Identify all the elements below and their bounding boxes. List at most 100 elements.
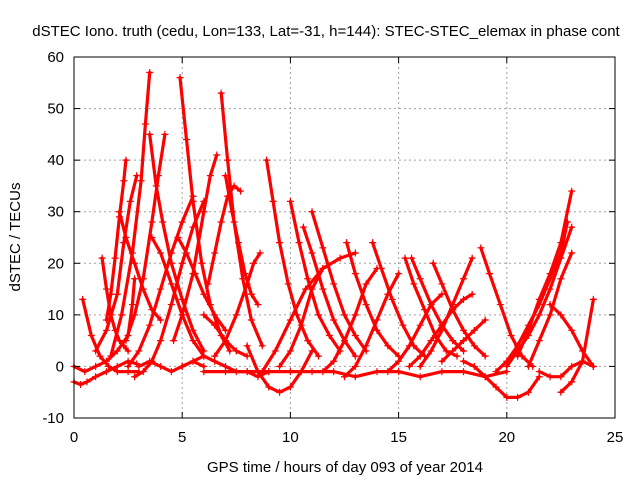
data-point: [243, 280, 251, 288]
data-point: [295, 239, 303, 247]
y-axis-label: dSTEC / TECUs: [7, 183, 24, 292]
data-point: [221, 362, 229, 370]
data-point: [126, 197, 134, 205]
data-point: [384, 342, 392, 350]
data-point: [416, 352, 424, 360]
data-point: [232, 347, 240, 355]
series-line: [265, 158, 321, 358]
y-tick-label: -10: [42, 410, 64, 427]
data-point: [102, 326, 110, 334]
data-point: [589, 295, 597, 303]
data-point: [167, 259, 175, 267]
series-line: [219, 91, 264, 348]
data-series: [308, 208, 370, 355]
series-line: [342, 272, 401, 379]
data-point: [351, 270, 359, 278]
data-point: [481, 316, 489, 324]
y-tick-label: 20: [47, 255, 64, 272]
data-series: [438, 316, 489, 365]
data-point: [460, 295, 468, 303]
data-point: [284, 280, 292, 288]
data-point: [217, 218, 225, 226]
axes: 0 5 10 15 20 25 -10 0 10 20 30 40 50 60: [42, 49, 623, 446]
data-point: [546, 373, 554, 381]
data-point: [167, 280, 175, 288]
data-point: [189, 357, 197, 365]
data-point: [224, 192, 232, 200]
data-point: [161, 130, 169, 138]
data-point: [269, 197, 277, 205]
data-point: [139, 368, 147, 376]
data-series: [107, 68, 154, 360]
data-point: [178, 259, 186, 267]
data-point: [256, 249, 264, 257]
data-point: [351, 352, 359, 360]
data-point: [524, 388, 532, 396]
data-point: [170, 337, 178, 345]
data-point: [503, 368, 511, 376]
data-point: [579, 357, 587, 365]
data-point: [315, 352, 323, 360]
data-point: [131, 275, 139, 283]
series-line: [202, 313, 249, 358]
data-point: [492, 383, 500, 391]
data-point: [302, 285, 310, 293]
data-series: [299, 223, 359, 360]
data-point: [429, 259, 437, 267]
series-line: [403, 256, 459, 358]
data-point: [524, 362, 532, 370]
data-point: [401, 254, 409, 262]
y-tick-label: 10: [47, 307, 64, 324]
data-point: [105, 362, 113, 370]
data-point: [460, 368, 468, 376]
data-series: [217, 89, 266, 350]
data-point: [395, 357, 403, 365]
data-point: [157, 249, 165, 257]
data-point: [183, 136, 191, 144]
series-line: [537, 359, 595, 379]
series-line: [310, 210, 368, 353]
data-point: [405, 362, 413, 370]
data-point: [438, 280, 446, 288]
data-point: [481, 373, 489, 381]
data-point: [416, 321, 424, 329]
data-series: [174, 234, 229, 334]
series-line: [124, 132, 167, 343]
data-point: [118, 311, 126, 319]
data-point: [308, 208, 316, 216]
data-point: [308, 285, 316, 293]
data-point: [535, 295, 543, 303]
x-tick-label: 5: [178, 429, 186, 446]
data-point: [102, 368, 110, 376]
data-point: [221, 337, 229, 345]
data-point: [131, 259, 139, 267]
data-series: [200, 311, 251, 360]
data-point: [92, 347, 100, 355]
data-point: [141, 120, 149, 128]
data-point: [146, 321, 154, 329]
data-point: [546, 301, 554, 309]
data-point: [410, 280, 418, 288]
data-point: [167, 301, 175, 309]
data-point: [87, 331, 95, 339]
data-point: [111, 254, 119, 262]
data-point: [178, 362, 186, 370]
data-point: [263, 156, 271, 164]
data-point: [286, 383, 294, 391]
data-point: [438, 321, 446, 329]
data-point: [157, 316, 165, 324]
data-point: [115, 337, 123, 345]
plot-frame: [73, 56, 616, 419]
data-point: [200, 311, 208, 319]
data-point: [137, 177, 145, 185]
data-point: [535, 337, 543, 345]
data-point: [286, 316, 294, 324]
data-point: [174, 234, 182, 241]
data-point: [524, 326, 532, 334]
data-series: [122, 130, 169, 345]
data-point: [351, 373, 359, 381]
data-point: [341, 311, 348, 319]
data-point: [308, 249, 316, 257]
x-tick-label: 25: [607, 429, 624, 446]
x-axis-label: GPS time / hours of day 093 of year 2014: [207, 459, 483, 476]
